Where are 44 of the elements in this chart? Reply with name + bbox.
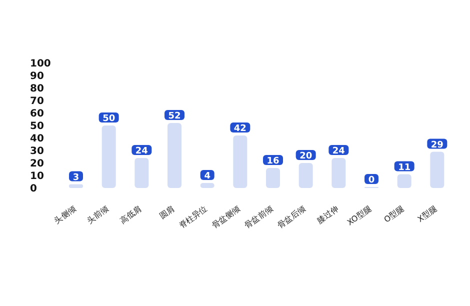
x-tick-label: 膝过伸 [315,204,340,226]
y-tick-label: 20 [30,158,44,170]
x-tick-label: XO型腿 [346,204,374,228]
y-tick-label: 70 [30,96,44,108]
data-label: 29 [430,140,444,150]
y-tick-label: 30 [30,146,44,158]
bar [266,168,280,188]
bar [134,158,149,188]
x-tick-label: 骨盆后倾 [276,204,308,230]
data-label: 24 [332,146,345,156]
y-tick-label: 10 [30,171,44,182]
x-tick-label: 头侧倾 [52,204,78,226]
x-tick-label: X型腿 [416,204,439,224]
data-label: 50 [102,114,116,124]
bar [397,174,412,188]
data-label: 11 [398,162,411,173]
data-label: 24 [135,146,148,156]
y-tick-label: 0 [30,184,37,195]
bar [102,126,116,188]
x-tick-label: 高低肩 [118,204,144,226]
data-label: 20 [300,152,312,162]
x-tick-label: 头前倾 [86,204,110,226]
y-tick-label: 90 [30,71,44,82]
y-tick-label: 100 [30,58,51,70]
x-tick-label: O型腿 [382,204,406,224]
y-tick-label: 80 [30,84,44,95]
data-label: 16 [266,156,280,166]
data-label: 4 [204,172,210,182]
bar [298,163,313,188]
y-tick-label: 50 [30,121,44,132]
x-tick-label: 脊柱异位 [178,204,209,230]
x-tick-label: 骨盆前倾 [243,204,275,230]
data-label: 3 [72,172,80,183]
x-tick-label: 骨盆侧倾 [210,204,242,230]
bar [233,136,248,188]
data-label: 42 [234,124,246,134]
x-tick-label: 圆肩 [158,204,176,221]
bar [430,152,444,188]
bar [168,123,182,188]
data-label: 52 [168,112,181,122]
bar [332,158,346,188]
y-tick-label: 40 [30,134,44,145]
data-label: 0 [368,176,375,186]
y-tick-label: 60 [30,108,44,120]
